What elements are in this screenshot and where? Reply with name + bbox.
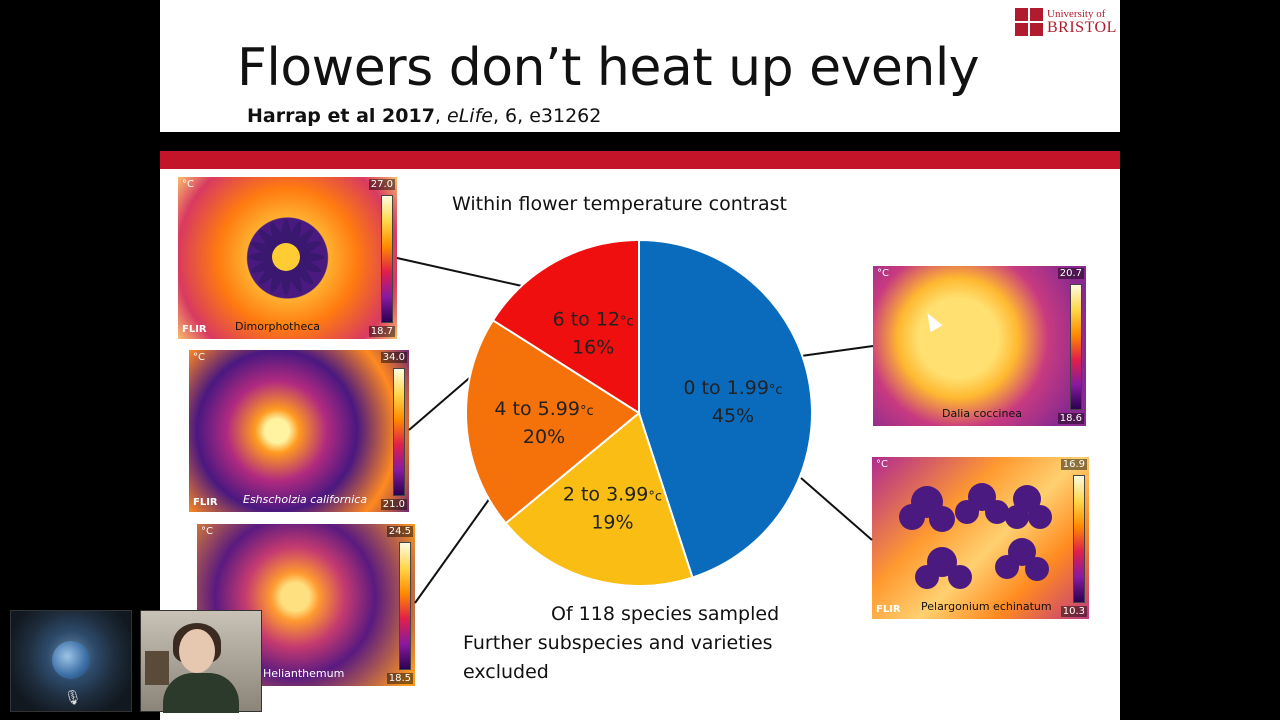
- bristol-crest-icon: [1015, 8, 1043, 36]
- color-scale-bar: [381, 195, 393, 323]
- species-label: Helianthemum: [263, 667, 345, 680]
- pie-slice: [491, 238, 640, 415]
- temp-max: 16.9: [1060, 459, 1087, 470]
- pie-chart: 0 to 1.99°c 45% 2 to 3.99°c 19% 4 to 5.99°c 2…: [396, 238, 874, 604]
- flir-logo: FLIR: [193, 497, 218, 508]
- temperature-unit: °C: [182, 179, 194, 190]
- color-scale-bar: [399, 542, 411, 670]
- slice-percent: 16%: [572, 337, 614, 359]
- slice-percent: 19%: [591, 511, 633, 533]
- presenter-face: [179, 629, 215, 673]
- header-divider-black: [160, 132, 1120, 151]
- citation-journal: eLife: [447, 105, 493, 127]
- slice-label: 4 to 5.99°c: [494, 398, 593, 420]
- temperature-unit: °C: [877, 268, 889, 279]
- slice-label: 2 to 3.99°c: [563, 483, 662, 505]
- leader-line: [396, 257, 523, 287]
- species-label: Dimorphotheca: [235, 320, 321, 333]
- header-divider-red: [160, 151, 1120, 169]
- color-scale-bar: [1070, 284, 1082, 410]
- leader-line: [414, 497, 491, 604]
- temp-min: 18.6: [1057, 413, 1084, 424]
- pie-slice: [504, 411, 694, 587]
- flower-silhouettes: [899, 483, 1052, 589]
- chart-footnote: Of 118 species sampled Further subspecie…: [463, 600, 863, 687]
- temp-min: 21.0: [380, 499, 407, 510]
- webcam-tile-presenter[interactable]: [140, 610, 262, 713]
- temp-min: 10.3: [1060, 606, 1087, 617]
- thermal-image-dalia: °C 20.7 18.6 Dalia coccinea: [873, 266, 1086, 426]
- thermal-image-pelargonium: °C 16.9 10.3 FLIR Pelargonium echinatum: [872, 457, 1089, 619]
- logo-line2: BRISTOL: [1047, 19, 1117, 36]
- citation: Harrap et al 2017, eLife, 6, e31262: [247, 105, 601, 127]
- slide-title: Flowers don’t heat up evenly: [237, 38, 980, 98]
- mic-muted-icon: 🎙: [64, 689, 82, 705]
- pie-slice: [465, 318, 641, 525]
- species-label: Dalia coccinea: [942, 407, 1022, 420]
- citation-rest: , 6, e31262: [492, 105, 602, 127]
- color-scale-bar: [1073, 475, 1085, 603]
- species-label: Eshscholzia californica: [243, 493, 368, 506]
- temperature-unit: °C: [193, 352, 205, 363]
- temperature-unit: °C: [876, 459, 888, 470]
- pie-slice: [638, 238, 814, 579]
- slice-percent: 20%: [523, 426, 565, 448]
- thermal-image-dimorphotheca: °C 27.0 18.7 FLIR Dimorphotheca: [178, 177, 397, 339]
- flir-logo: FLIR: [182, 324, 207, 335]
- flower-silhouette: [248, 219, 324, 295]
- temp-max: 24.5: [386, 526, 413, 537]
- temperature-unit: °C: [201, 526, 213, 537]
- chart-title: Within flower temperature contrast: [452, 193, 788, 215]
- presentation-slide: University of BRISTOL Flowers don’t heat…: [160, 0, 1120, 720]
- university-logo: University of BRISTOL: [1015, 6, 1117, 38]
- footnote-line1: Of 118 species sampled: [551, 603, 780, 625]
- slice-label: 0 to 1.99°c: [683, 377, 782, 399]
- webcam-tile-participant[interactable]: 🎙: [10, 610, 132, 712]
- temp-max: 34.0: [380, 352, 407, 363]
- temp-min: 18.5: [386, 673, 413, 684]
- color-scale-bar: [393, 368, 405, 496]
- slice-percent: 45%: [712, 405, 754, 427]
- globe-avatar-icon: [52, 641, 90, 679]
- citation-authors: Harrap et al 2017: [247, 105, 435, 127]
- temp-max: 20.7: [1057, 268, 1084, 279]
- species-label: Pelargonium echinatum: [921, 600, 1052, 613]
- flir-logo: FLIR: [876, 604, 901, 615]
- temp-min: 18.7: [368, 326, 395, 337]
- leader-line: [800, 345, 874, 357]
- thermal-image-eshscholzia: °C 34.0 21.0 FLIR Eshscholzia californic…: [189, 350, 409, 512]
- logo-line1: University of: [1047, 8, 1106, 20]
- leader-line: [800, 477, 873, 541]
- citation-sep: ,: [434, 105, 448, 127]
- temp-max: 27.0: [368, 179, 395, 190]
- slice-label: 6 to 12°c: [553, 309, 634, 331]
- footnote-line2: Further subspecies and varieties exclude…: [463, 632, 773, 683]
